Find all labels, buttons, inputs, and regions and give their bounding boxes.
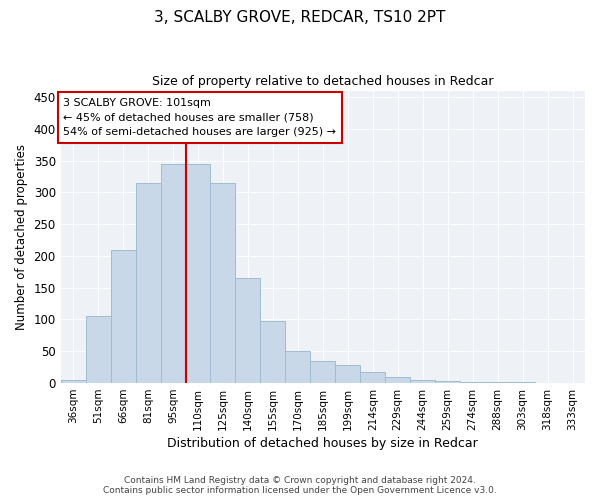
- Bar: [485, 382, 510, 383]
- Bar: [510, 382, 535, 383]
- Bar: [161, 164, 185, 383]
- Text: Contains HM Land Registry data © Crown copyright and database right 2024.
Contai: Contains HM Land Registry data © Crown c…: [103, 476, 497, 495]
- Bar: [286, 352, 310, 383]
- Bar: [360, 372, 385, 383]
- Bar: [385, 376, 410, 383]
- Y-axis label: Number of detached properties: Number of detached properties: [15, 144, 28, 330]
- Title: Size of property relative to detached houses in Redcar: Size of property relative to detached ho…: [152, 75, 494, 88]
- Bar: [110, 250, 136, 383]
- Bar: [335, 366, 360, 383]
- Bar: [460, 382, 485, 383]
- Bar: [86, 316, 110, 383]
- Bar: [185, 164, 211, 383]
- Bar: [211, 183, 235, 383]
- X-axis label: Distribution of detached houses by size in Redcar: Distribution of detached houses by size …: [167, 437, 478, 450]
- Bar: [260, 322, 286, 383]
- Bar: [410, 380, 435, 383]
- Bar: [136, 183, 161, 383]
- Bar: [435, 381, 460, 383]
- Text: 3, SCALBY GROVE, REDCAR, TS10 2PT: 3, SCALBY GROVE, REDCAR, TS10 2PT: [154, 10, 446, 25]
- Text: 3 SCALBY GROVE: 101sqm
← 45% of detached houses are smaller (758)
54% of semi-de: 3 SCALBY GROVE: 101sqm ← 45% of detached…: [63, 98, 336, 138]
- Bar: [310, 361, 335, 383]
- Bar: [235, 278, 260, 383]
- Bar: [61, 380, 86, 383]
